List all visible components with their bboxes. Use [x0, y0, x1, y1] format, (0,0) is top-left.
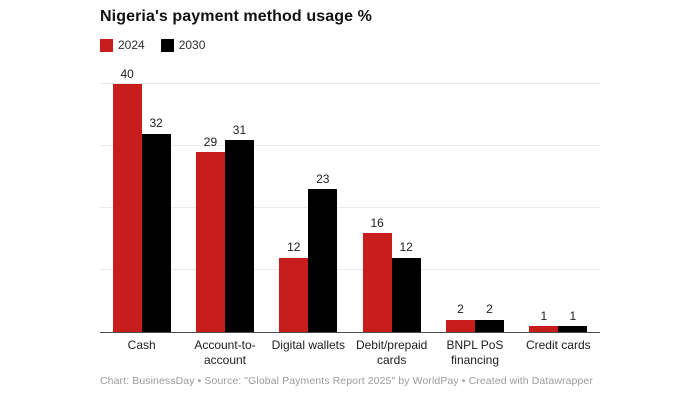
bar-wrap-2030-cash: 32 — [141, 116, 171, 332]
gridline-40 — [100, 83, 600, 84]
bar-groups: 40 32 29 31 12 23 16 12 2 2 1 1 — [100, 64, 600, 332]
value-label-2024-cash: 40 — [120, 66, 134, 81]
value-label-2030-debit-prepaid-cards: 12 — [399, 240, 413, 255]
value-label-2030-cash: 32 — [149, 116, 163, 131]
legend-item-2030: 2030 — [160, 38, 206, 52]
legend-label: 2024 — [118, 38, 145, 52]
value-label-2030-bnpl-pos-financing: 2 — [486, 302, 493, 317]
bar-wrap-2024-credit-cards: 1 — [529, 308, 559, 332]
bar-group-cash: 40 32 — [100, 64, 183, 332]
bar-2030-cash — [141, 133, 171, 332]
bar-wrap-2024-cash: 40 — [112, 66, 142, 332]
bar-wrap-2030-account-to-account: 31 — [224, 122, 254, 332]
bar-2024-credit-cards — [529, 325, 559, 332]
bar-2030-credit-cards — [558, 325, 588, 332]
bar-wrap-2024-account-to-account: 29 — [195, 135, 225, 332]
legend-item-2024: 2024 — [100, 38, 145, 52]
category-label-digital-wallets: Digital wallets — [271, 338, 345, 352]
legend-swatch-2024 — [100, 38, 113, 52]
value-label-2030-digital-wallets: 23 — [316, 172, 330, 187]
bar-2024-bnpl-pos-financing — [445, 319, 475, 332]
bar-wrap-2024-digital-wallets: 12 — [279, 240, 309, 332]
value-label-2030-account-to-account: 31 — [232, 122, 247, 137]
bar-2024-account-to-account — [195, 152, 225, 332]
bar-wrap-2030-bnpl-pos-financing: 2 — [474, 302, 504, 332]
bar-group-digital-wallets: 12 23 — [267, 64, 350, 332]
value-label-2030-credit-cards: 1 — [569, 308, 577, 323]
bar-2030-account-to-account — [224, 139, 254, 332]
bar-2030-digital-wallets — [308, 189, 338, 332]
bar-wrap-2030-credit-cards: 1 — [558, 308, 588, 332]
bar-group-account-to-account: 29 31 — [183, 64, 266, 332]
bar-2030-debit-prepaid-cards — [391, 257, 421, 332]
bar-2024-cash — [112, 84, 142, 332]
bar-2030-bnpl-pos-financing — [474, 319, 504, 332]
plot-area: 40 32 29 31 12 23 16 12 2 2 1 1 — [100, 64, 600, 333]
bar-group-debit-prepaid-cards: 16 12 — [350, 64, 433, 332]
bar-2024-debit-prepaid-cards — [362, 232, 392, 332]
gridline-10 — [100, 269, 600, 270]
category-label-debit-prepaid-cards: Debit/prepaid cards — [355, 338, 428, 367]
category-labels: Cash Account-to-account Digital wallets Deb… — [100, 338, 600, 368]
bar-wrap-2030-digital-wallets: 23 — [308, 172, 338, 332]
legend-swatch-2030 — [160, 38, 174, 52]
category-label-account-to-account: Account-to-account — [194, 338, 256, 367]
chart-legend: 2024 2030 — [100, 38, 205, 52]
value-label-2024-debit-prepaid-cards: 16 — [370, 215, 384, 230]
value-label-2024-credit-cards: 1 — [540, 308, 548, 323]
attribution-footer: Chart: BusinessDay • Source: "Global Pay… — [100, 375, 593, 387]
gridline-30 — [100, 145, 600, 146]
gridline-20 — [100, 207, 600, 208]
value-label-2024-bnpl-pos-financing: 2 — [457, 302, 464, 317]
bar-2024-digital-wallets — [279, 257, 309, 332]
bar-wrap-2024-bnpl-pos-financing: 2 — [445, 302, 475, 332]
value-label-2024-digital-wallets: 12 — [287, 240, 301, 255]
bar-wrap-2030-debit-prepaid-cards: 12 — [391, 240, 421, 332]
value-label-2024-account-to-account: 29 — [203, 135, 218, 150]
bar-wrap-2024-debit-prepaid-cards: 16 — [362, 215, 392, 332]
chart-title: Nigeria's payment method usage % — [100, 8, 372, 25]
legend-label: 2030 — [178, 38, 206, 52]
category-label-bnpl-pos-financing: BNPL PoS financing — [446, 338, 504, 367]
category-label-credit-cards: Credit cards — [525, 338, 591, 352]
category-label-cash: Cash — [127, 338, 156, 352]
